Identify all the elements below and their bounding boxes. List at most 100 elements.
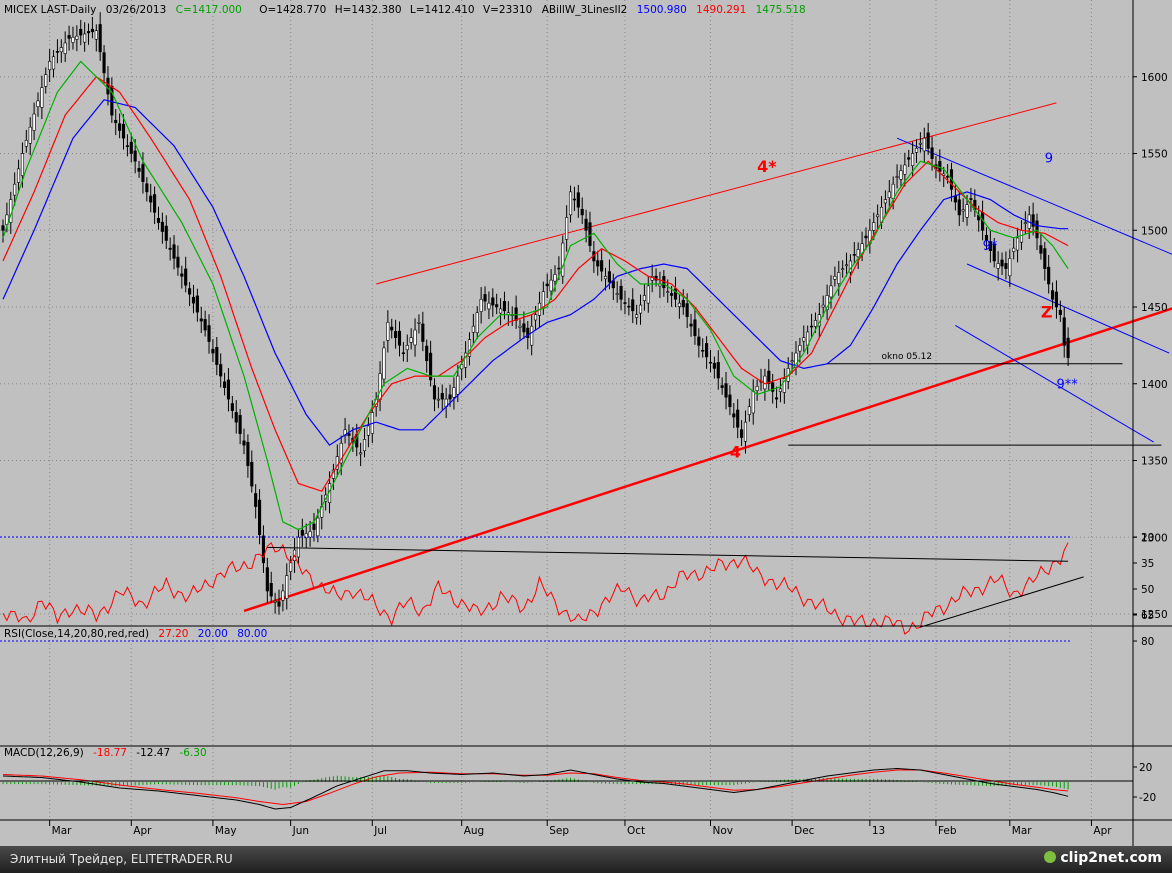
candle-body — [1039, 245, 1043, 254]
volume-label: V=23310 — [483, 4, 532, 16]
candle-body — [409, 337, 413, 343]
candle-body — [856, 249, 860, 258]
candle-body — [1031, 214, 1035, 227]
candle-body — [642, 295, 646, 301]
candle-body — [1047, 266, 1051, 285]
macd-label: MACD(12,26,9) — [4, 747, 84, 759]
candle-body — [36, 100, 40, 107]
candle-body — [471, 325, 475, 333]
candlestick-layer — [1, 12, 1070, 615]
clip2net-logo[interactable]: clip2net.com — [1044, 850, 1162, 866]
open-label: O=1428.770 — [259, 4, 326, 16]
candle-body — [219, 364, 223, 377]
candle-body — [386, 322, 390, 341]
candle-body — [67, 35, 71, 39]
price-tick-label: 1250 — [1141, 609, 1168, 621]
candle-body — [203, 319, 207, 331]
close-label: C=1417.000 — [176, 4, 242, 16]
candle-body — [813, 320, 818, 327]
blue-ma-line — [2, 99, 1069, 446]
candle-body — [106, 77, 110, 95]
trendline — [376, 102, 1057, 285]
month-tick-label: Dec — [794, 825, 815, 837]
rsi-trendline — [267, 546, 1069, 562]
candle-body — [261, 535, 266, 564]
candle-body — [961, 209, 965, 212]
candle-body — [705, 343, 709, 358]
candle-body — [1016, 237, 1020, 251]
chart-annotation: 9** — [1056, 377, 1078, 392]
candle-body — [907, 157, 911, 160]
candle-body — [701, 349, 705, 352]
candle-body — [526, 327, 530, 339]
candle-body — [397, 330, 402, 346]
candle-body — [40, 87, 44, 108]
candle-body — [903, 164, 907, 175]
candle-body — [938, 161, 942, 172]
indicator-green-value: 1475.518 — [756, 4, 806, 16]
svg-text:RSI(Close,14,20,80,red,red): RSI(Close,14,20,80,red,red) 27.20 20.00 … — [4, 628, 267, 640]
candle-body — [576, 192, 580, 208]
candle-body — [429, 352, 433, 381]
footer-source-text: Элитный Трейдер, ELITETRADER.RU — [10, 852, 233, 866]
month-tick-label: Nov — [712, 825, 733, 837]
red-ma-line — [2, 76, 1069, 492]
candle-body — [926, 132, 930, 149]
candle-body — [607, 271, 611, 283]
clip2net-icon — [1044, 851, 1057, 863]
macd-line — [2, 767, 1069, 810]
price-tick-label: 1550 — [1141, 149, 1168, 161]
candle-body — [841, 268, 845, 270]
candle-body — [390, 326, 394, 331]
candle-body — [666, 291, 670, 293]
candle-body — [172, 244, 176, 259]
candle-body — [90, 28, 94, 33]
candle-body — [483, 294, 487, 302]
trendline — [896, 137, 1172, 255]
candle-body — [798, 345, 802, 352]
price-tick-label: 1450 — [1141, 302, 1168, 314]
date-label: 03/26/2013 — [106, 4, 167, 16]
candle-body — [32, 113, 36, 131]
month-tick-label: Oct — [627, 825, 645, 837]
candle-body — [491, 297, 495, 306]
rsi-line — [2, 541, 1069, 635]
candle-body — [984, 234, 989, 241]
candle-body — [565, 217, 569, 240]
candle-body — [670, 293, 674, 296]
candle-body — [102, 52, 106, 74]
candle-body — [125, 145, 129, 147]
candle-body — [1058, 309, 1062, 315]
candle-body — [957, 199, 961, 216]
candle-body — [176, 256, 180, 268]
chart-annotation: 4* — [757, 157, 777, 176]
candle-body — [460, 364, 464, 370]
candle-body — [137, 167, 141, 172]
candle-body — [5, 214, 9, 225]
candle-body — [763, 375, 767, 390]
candle-body — [872, 222, 876, 231]
candle-body — [71, 36, 75, 43]
macd-value-2: -12.47 — [136, 747, 170, 759]
candle-body — [518, 325, 522, 328]
candle-body — [452, 387, 456, 398]
candle-body — [627, 305, 631, 308]
candle-body — [242, 440, 246, 446]
candle-body — [129, 141, 133, 154]
candle-body — [238, 415, 242, 434]
candle-body — [883, 199, 887, 204]
candle-body — [568, 191, 573, 216]
candle-body — [269, 583, 273, 597]
candle-body — [211, 348, 215, 354]
annotation-layer: 4* 4 Z 9 9* 9** okno 05.12 — [730, 152, 1078, 462]
candle-body — [743, 421, 748, 442]
candle-body — [584, 218, 588, 231]
candle-body — [992, 244, 996, 262]
candle-body — [899, 170, 903, 180]
candle-body — [708, 361, 713, 364]
month-tick-label: Jun — [292, 825, 309, 837]
high-label: H=1432.380 — [335, 4, 402, 16]
candle-body — [20, 153, 24, 176]
candle-body — [215, 347, 219, 365]
